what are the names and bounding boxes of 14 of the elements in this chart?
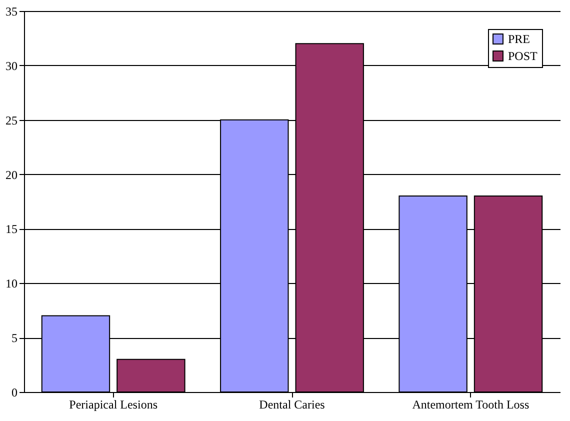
x-tick-label: Periapical Lesions	[69, 398, 158, 412]
y-tick-label: 20	[6, 168, 18, 182]
y-tick-label: 15	[6, 222, 18, 236]
legend-label: PRE	[508, 32, 530, 46]
y-tick-label: 5	[12, 331, 18, 346]
y-tick-label: 25	[6, 113, 18, 128]
legend-label: POST	[508, 49, 538, 63]
y-tick-label: 10	[6, 276, 18, 291]
x-tick-label: Dental Caries	[259, 398, 326, 412]
y-tick-label: 30	[6, 58, 18, 73]
x-tick-label: Antemortem Tooth Loss	[412, 398, 530, 412]
bar	[116, 358, 186, 392]
y-tick-label: 35	[6, 4, 18, 18]
y-tick-label: 0	[12, 386, 18, 400]
